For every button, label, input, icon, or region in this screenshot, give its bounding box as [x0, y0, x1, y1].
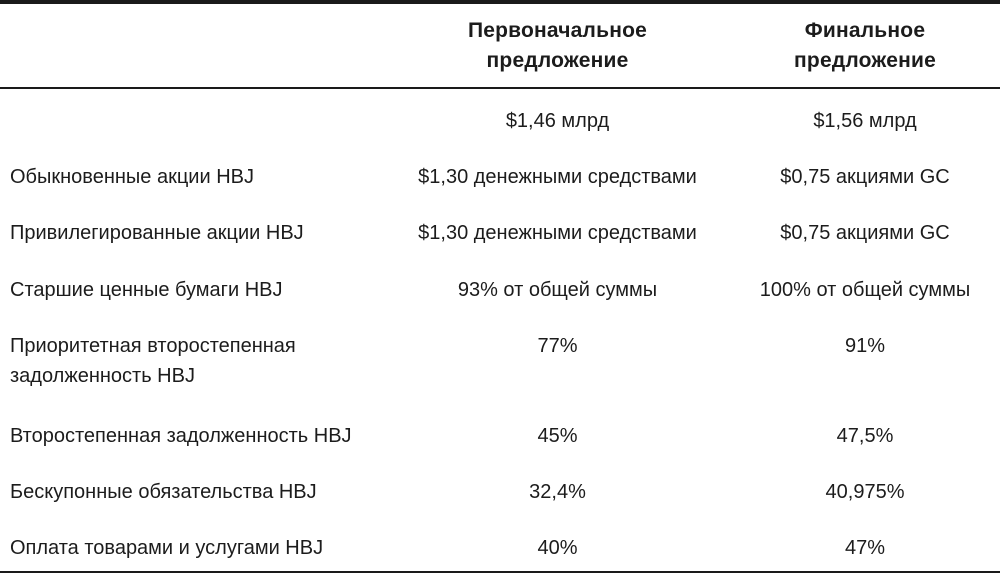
header-initial-line-1: Первоначальное [467, 19, 647, 42]
header-initial-offer: Первоначальное предложение [430, 16, 685, 76]
row-2-label: Привилегированные акции HBJ [10, 222, 304, 244]
header-initial-line-2: предложение [486, 49, 629, 72]
row-7-initial: 40% [537, 537, 578, 559]
row-5-initial: 45% [537, 425, 578, 447]
row-3-label: Старшие ценные бумаги HBJ [10, 279, 283, 301]
header-final-line-1: Финальное [804, 19, 926, 42]
row-3-initial: 93% от общей суммы [457, 279, 658, 301]
row-7-label: Оплата товарами и услугами HBJ [10, 537, 324, 559]
row-6-final: 40,975% [825, 481, 905, 503]
header-final-line-2: предложение [794, 49, 936, 72]
row-1-initial: $1,30 денежными средствами [418, 166, 697, 188]
row-2-final: $0,75 акциями GC [780, 222, 950, 244]
row-4-label-line-2: задолженность HBJ [10, 365, 195, 387]
row-4-initial: 77% [537, 335, 578, 357]
row-2-initial: $1,30 денежными средствами [418, 222, 697, 244]
table-top-rule [0, 0, 1000, 4]
row-1-final: $0,75 акциями GC [780, 166, 950, 188]
row-0-initial: $1,46 млрд [505, 110, 610, 132]
table-bottom-rule [0, 571, 1000, 573]
row-5-final: 47,5% [836, 425, 894, 447]
row-4-label-line-1: Приоритетная второстепенная [10, 335, 296, 357]
row-3-final: 100% от общей суммы [759, 279, 971, 301]
row-1-label: Обыкновенные акции HBJ [10, 166, 254, 188]
row-4-final: 91% [844, 335, 886, 357]
header-final-offer: Финальное предложение [750, 16, 980, 76]
row-0-final: $1,56 млрд [813, 110, 917, 132]
table-header-rule [0, 87, 1000, 89]
row-6-initial: 32,4% [529, 481, 586, 503]
row-7-final: 47% [844, 537, 886, 559]
row-6-label: Бескупонные обязательства HBJ [10, 481, 317, 503]
row-5-label: Второстепенная задолженность HBJ [10, 425, 352, 447]
